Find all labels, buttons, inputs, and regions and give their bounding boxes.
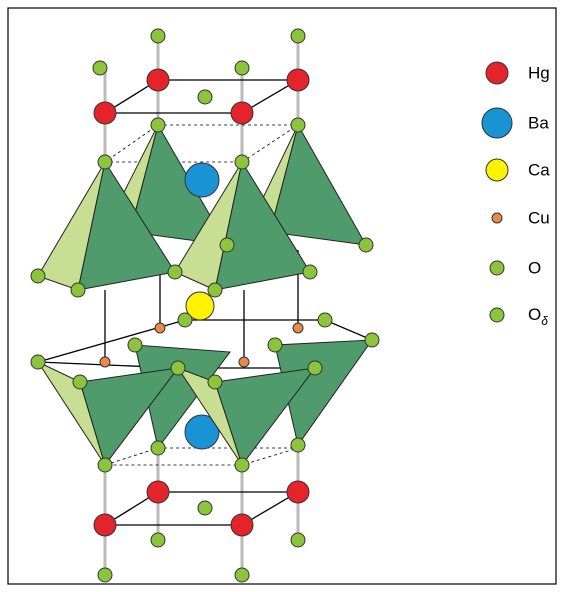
legend: Hg Ba Ca Cu O Oδ [481, 61, 550, 328]
crystal-structure [30, 28, 380, 583]
legend-label: Ca [528, 160, 550, 179]
legend-label: O [528, 258, 541, 277]
legend-label-subscript: δ [541, 314, 548, 328]
legend-symbol [489, 307, 505, 323]
legend-symbol [481, 107, 513, 139]
legend-label: Ba [528, 113, 549, 132]
legend-symbol [485, 61, 509, 85]
legend-symbol [489, 260, 505, 276]
frame [7, 7, 557, 585]
legend-label: Cu [528, 208, 550, 227]
legend-label: Oδ [528, 305, 548, 328]
legend-label-main: O [528, 305, 541, 324]
legend-symbol [485, 158, 509, 182]
legend-symbol [491, 212, 503, 224]
legend-label: Hg [528, 63, 550, 82]
